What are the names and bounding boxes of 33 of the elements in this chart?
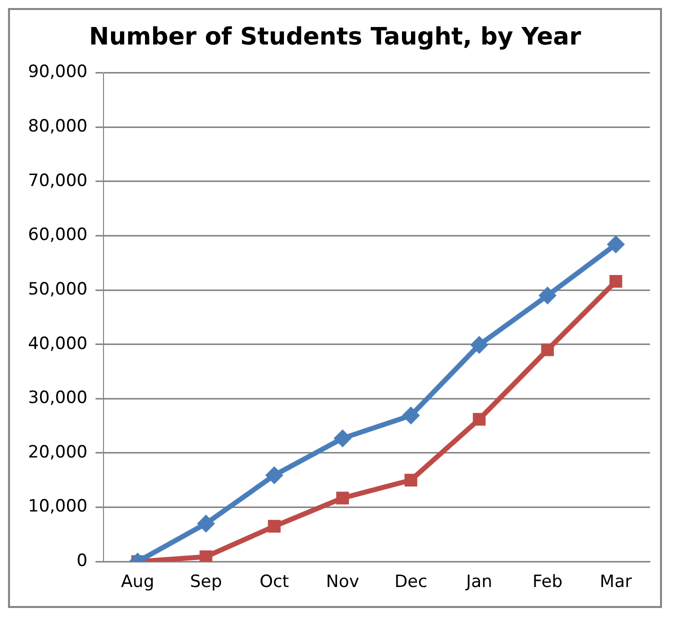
point [541, 343, 554, 356]
y-tick-label: 30,000 [28, 388, 88, 408]
x-tick-label: Oct [260, 572, 290, 592]
y-tick-label: 0 [76, 551, 88, 572]
point [404, 474, 418, 486]
y-tick-label: 70,000 [28, 170, 88, 191]
x-tick-label: Mar [600, 572, 632, 592]
point [196, 514, 215, 533]
point [402, 406, 420, 425]
point [334, 429, 352, 448]
point [606, 235, 625, 254]
point [268, 520, 281, 533]
x-tick-label: Aug [121, 572, 154, 592]
point [470, 336, 488, 354]
chart-title: Number of Students Taught, by Year [88, 22, 582, 51]
point [336, 492, 349, 504]
x-tick-label: Sep [190, 572, 222, 592]
point [538, 286, 557, 304]
point [609, 274, 622, 288]
y-tick-label: 20,000 [28, 442, 88, 462]
point [200, 550, 212, 562]
y-tick-label: 50,000 [28, 279, 88, 300]
y-tick-label: 40,000 [28, 334, 88, 354]
y-tick-label: 90,000 [28, 62, 88, 82]
point [472, 412, 486, 426]
x-tick-label: Nov [326, 572, 360, 592]
x-tick-label: Dec [394, 572, 428, 592]
y-tick-label: 80,000 [28, 116, 88, 137]
x-tick-label: Jan [465, 572, 492, 592]
point [265, 466, 284, 484]
x-tick-label: Feb [532, 572, 563, 592]
y-tick-label: 10,000 [28, 496, 88, 517]
y-tick-label: 60,000 [28, 225, 88, 246]
